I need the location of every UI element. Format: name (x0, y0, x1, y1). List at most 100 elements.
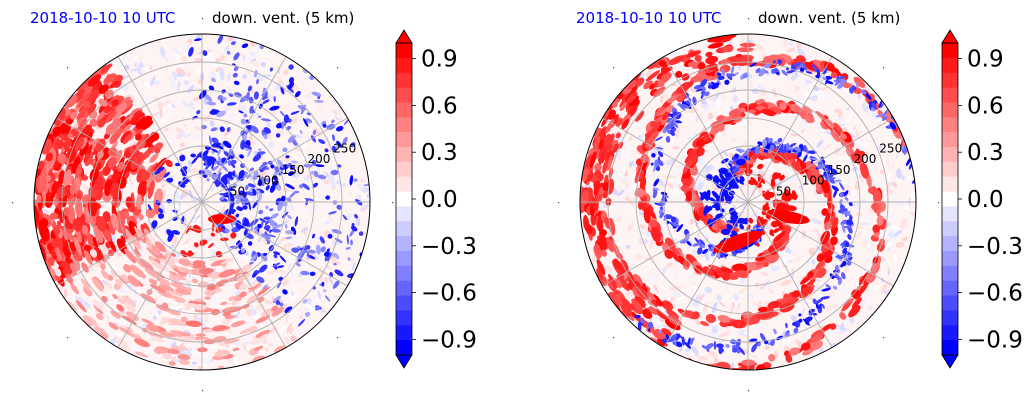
negative-cell (206, 101, 217, 106)
field-speckle (232, 341, 241, 345)
positive-cell (121, 295, 136, 308)
positive-cell (100, 332, 109, 340)
positive-cell (195, 333, 206, 337)
chart-panel-1: 2018-10-10 10 UTC down. vent. (5 km) 50 100… (12, 9, 477, 392)
field-speckle (166, 175, 175, 178)
negative-cell (297, 247, 308, 251)
positive-cell (149, 153, 159, 163)
field-speckle (209, 120, 215, 127)
positive-cell (50, 274, 56, 282)
negative-cell (245, 91, 250, 102)
positive-cell (154, 168, 167, 183)
field-speckle (800, 270, 806, 277)
positive-cell (239, 291, 247, 298)
negative-cell (249, 261, 254, 265)
field-speckle (163, 54, 169, 61)
positive-cell (685, 364, 700, 370)
positive-cell (63, 169, 72, 189)
field-speckle (187, 364, 195, 368)
negative-cell (276, 122, 284, 129)
negative-cell (258, 191, 263, 203)
field-speckle (137, 65, 142, 75)
eye-wall-cell (238, 170, 245, 178)
positive-cell (122, 315, 137, 325)
positive-cell (271, 306, 285, 317)
field-speckle (182, 238, 191, 246)
positive-cell (112, 293, 118, 300)
eye-wall-cell (211, 163, 214, 170)
radial-tick-label: 100 (802, 174, 825, 188)
field-speckle (681, 327, 690, 336)
field-speckle (183, 123, 188, 130)
positive-cell (89, 168, 99, 182)
negative-cell (321, 281, 325, 287)
eye-wall-cell (174, 162, 181, 167)
colorbar-tick-label: 0.9 (421, 47, 458, 73)
negative-cell (270, 213, 279, 219)
negative-cell (204, 159, 209, 168)
negative-cell (580, 267, 581, 270)
positive-cell (84, 250, 93, 265)
positive-cell (617, 72, 628, 83)
field-speckle (211, 245, 216, 250)
field-speckle (297, 287, 305, 294)
field-speckle (241, 343, 248, 352)
negative-cell (309, 271, 316, 277)
field-speckle (188, 189, 194, 200)
field-speckle (205, 357, 211, 363)
positive-cell (147, 180, 155, 199)
field-speckle (653, 284, 659, 293)
field-speckle (219, 68, 225, 81)
field-speckle (672, 145, 680, 150)
field-speckle (290, 179, 299, 183)
field-speckle (343, 244, 347, 250)
field-speckle (221, 205, 226, 214)
positive-cell (107, 94, 119, 106)
eye-wall-cell (243, 218, 250, 227)
negative-cell (311, 233, 316, 239)
positive-cell (104, 109, 118, 124)
field-speckle (299, 98, 306, 103)
field-speckle (238, 211, 245, 216)
field-speckle (328, 175, 336, 187)
negative-cell (188, 46, 194, 57)
positive-cell (76, 93, 90, 108)
positive-cell (101, 245, 109, 255)
positive-cell (45, 175, 51, 183)
field-speckle (284, 59, 290, 66)
positive-cell (117, 225, 127, 234)
field-speckle (251, 140, 256, 145)
field-speckle (213, 61, 225, 67)
negative-cell (279, 255, 287, 263)
negative-cell (275, 300, 281, 306)
field-speckle (198, 105, 210, 109)
field-speckle (190, 101, 195, 110)
field-speckle (219, 201, 228, 208)
positive-cell (682, 360, 690, 368)
positive-cell (178, 344, 186, 350)
negative-cell (314, 306, 321, 311)
negative-cell (916, 164, 923, 169)
positive-cell (228, 296, 236, 301)
field-speckle (186, 72, 192, 78)
negative-cell (311, 91, 322, 97)
eye-wall-cell (190, 153, 197, 158)
negative-cell (258, 147, 262, 152)
field-speckle (161, 184, 166, 189)
field-speckle (335, 109, 342, 115)
colorbar-level (396, 87, 412, 103)
polar-chart-2: 2018-10-10 10 UTC down. vent. (5 km)50100… (558, 9, 1023, 392)
negative-cell (269, 208, 274, 212)
field-speckle (207, 34, 213, 40)
positive-cell (134, 226, 141, 239)
field-speckle (171, 79, 176, 91)
negative-cell (243, 133, 248, 139)
field-speckle (639, 211, 644, 216)
negative-cell (308, 249, 316, 254)
negative-cell (269, 184, 276, 193)
field-speckle (356, 183, 363, 189)
positive-cell (177, 353, 191, 361)
negative-cell (240, 118, 247, 125)
positive-cell (218, 269, 236, 278)
negative-cell (285, 155, 290, 159)
